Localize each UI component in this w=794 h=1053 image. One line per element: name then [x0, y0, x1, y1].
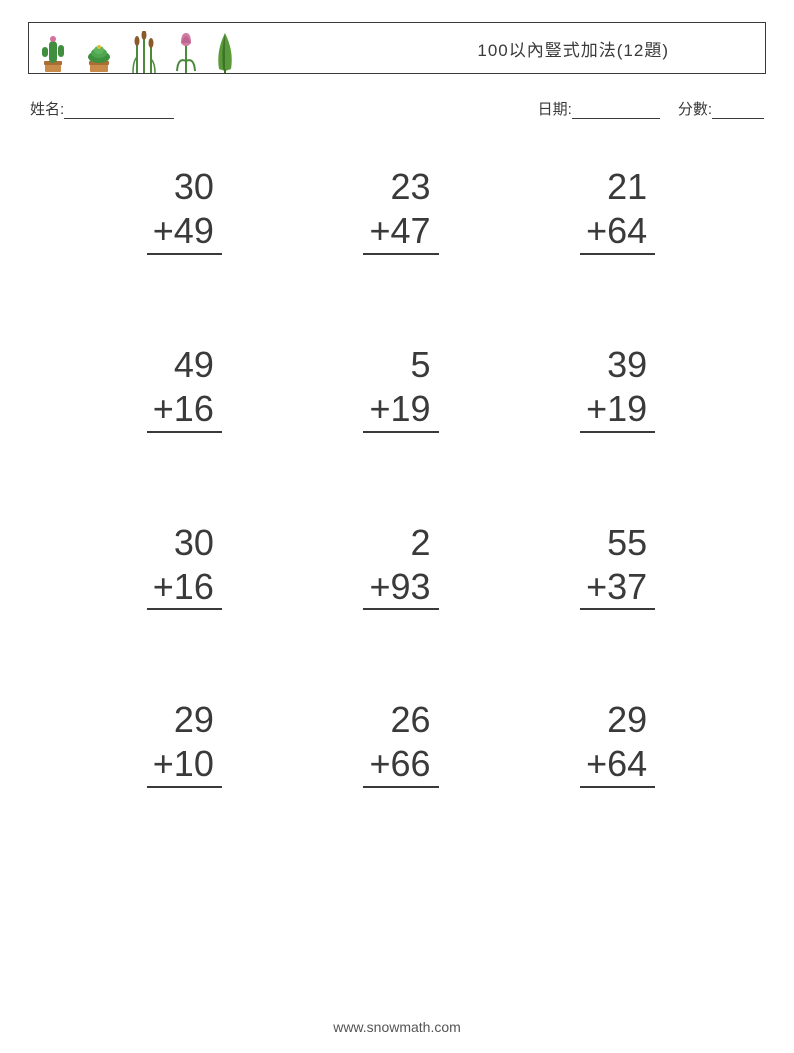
addend-top: 26	[363, 698, 438, 742]
addend-bottom: +19	[363, 387, 438, 433]
name-label: 姓名:	[30, 98, 64, 119]
reeds-icon	[129, 31, 159, 73]
problems-grid: 30+4923+4721+6449+165+1939+1930+162+9355…	[28, 165, 766, 788]
addend-bottom: +19	[580, 387, 655, 433]
problem-6: 39+19	[509, 343, 726, 433]
date-label: 日期:	[538, 98, 572, 119]
addend-bottom: +16	[147, 387, 222, 433]
addend-bottom: +64	[580, 742, 655, 788]
footer-url: www.snowmath.com	[0, 1019, 794, 1035]
succulent-icon	[83, 33, 115, 73]
addend-top: 29	[580, 698, 655, 742]
score-blank[interactable]	[712, 102, 764, 119]
problem-11: 26+66	[293, 698, 510, 788]
leaf-icon	[213, 31, 237, 73]
meta-row: 姓名: 日期: 分數:	[28, 98, 766, 119]
addend-top: 30	[147, 165, 222, 209]
header-box: 100以內豎式加法(12題)	[28, 22, 766, 74]
problem-1: 30+49	[76, 165, 293, 255]
addend-bottom: +10	[147, 742, 222, 788]
name-blank[interactable]	[64, 102, 174, 119]
problem-4: 49+16	[76, 343, 293, 433]
addend-top: 55	[580, 521, 655, 565]
name-field: 姓名:	[30, 98, 174, 119]
problem-3: 21+64	[509, 165, 726, 255]
addend-top: 39	[580, 343, 655, 387]
addend-bottom: +93	[363, 565, 438, 611]
date-blank[interactable]	[572, 102, 660, 119]
addend-top: 30	[147, 521, 222, 565]
problem-12: 29+64	[509, 698, 726, 788]
tulip-icon	[173, 31, 199, 73]
problem-9: 55+37	[509, 521, 726, 611]
addend-top: 29	[147, 698, 222, 742]
plant-icons-strip	[37, 23, 237, 73]
addend-bottom: +66	[363, 742, 438, 788]
addend-top: 23	[363, 165, 438, 209]
addend-top: 49	[147, 343, 222, 387]
addend-bottom: +47	[363, 209, 438, 255]
problem-8: 2+93	[293, 521, 510, 611]
addend-top: 21	[580, 165, 655, 209]
cactus-icon	[37, 33, 69, 73]
problem-7: 30+16	[76, 521, 293, 611]
problem-5: 5+19	[293, 343, 510, 433]
addend-bottom: +16	[147, 565, 222, 611]
worksheet-title: 100以內豎式加法(12題)	[477, 36, 669, 61]
problem-10: 29+10	[76, 698, 293, 788]
addend-top: 5	[363, 343, 438, 387]
addend-bottom: +37	[580, 565, 655, 611]
problem-2: 23+47	[293, 165, 510, 255]
worksheet-page: 100以內豎式加法(12題) 姓名: 日期: 分數: 30+4923+4721+…	[0, 0, 794, 1053]
addend-bottom: +64	[580, 209, 655, 255]
score-label: 分數:	[678, 98, 712, 119]
addend-top: 2	[363, 521, 438, 565]
addend-bottom: +49	[147, 209, 222, 255]
